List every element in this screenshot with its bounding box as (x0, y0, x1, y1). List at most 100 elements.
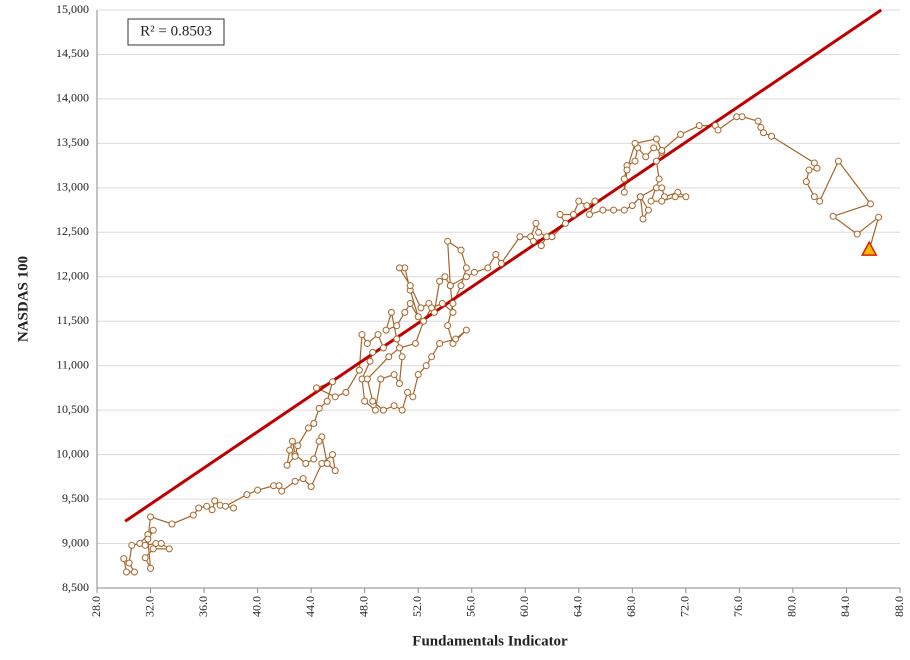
point (149, 545, 157, 553)
point (387, 308, 395, 316)
point (628, 202, 636, 210)
point (695, 122, 703, 130)
point (355, 366, 363, 374)
y-tick-label: 8,500 (62, 580, 89, 594)
point (631, 157, 639, 165)
point (385, 353, 393, 361)
point (677, 130, 685, 138)
point (291, 452, 299, 460)
point (315, 404, 323, 412)
point (144, 535, 152, 543)
x-tick-label: 48.0 (356, 596, 370, 617)
point (829, 212, 837, 220)
point (395, 264, 403, 272)
point (125, 559, 133, 567)
point (569, 211, 577, 219)
x-tick-label: 84.0 (838, 596, 852, 617)
point (768, 132, 776, 140)
x-tick-label: 44.0 (303, 596, 317, 617)
point (283, 461, 291, 469)
point (599, 206, 607, 214)
point (409, 393, 417, 401)
point (671, 193, 679, 201)
point (398, 353, 406, 361)
point (516, 233, 524, 241)
point (323, 460, 331, 468)
point (816, 197, 824, 205)
point (714, 126, 722, 134)
y-tick-label: 10,500 (56, 402, 89, 416)
point (610, 206, 618, 214)
point (492, 251, 500, 259)
point (361, 397, 369, 405)
point (462, 264, 470, 272)
point (759, 129, 767, 137)
y-tick-label: 9,500 (62, 491, 89, 505)
point (342, 388, 350, 396)
point (168, 520, 176, 528)
y-axis-title: NASDAS 100 (15, 256, 31, 342)
point (331, 393, 339, 401)
point (867, 200, 875, 208)
point (462, 326, 470, 334)
point (147, 564, 155, 572)
point (875, 213, 883, 221)
point (642, 153, 650, 161)
y-tick-label: 11,500 (56, 313, 89, 327)
point (457, 282, 465, 290)
point (299, 475, 307, 483)
point (639, 215, 647, 223)
point (650, 144, 658, 152)
point (658, 146, 666, 154)
x-tick-label: 60.0 (517, 596, 531, 617)
point (591, 197, 599, 205)
point (329, 451, 337, 459)
point (398, 406, 406, 414)
point (620, 188, 628, 196)
point (254, 486, 262, 494)
point (428, 353, 436, 361)
y-tick-label: 11,000 (56, 357, 89, 371)
y-tick-label: 12,000 (56, 269, 89, 283)
point (211, 497, 219, 505)
point (363, 339, 371, 347)
point (329, 378, 337, 386)
point (548, 233, 556, 241)
point (307, 483, 315, 491)
point (390, 371, 398, 379)
point (382, 326, 390, 334)
point (658, 197, 666, 205)
point (304, 424, 312, 432)
point (449, 299, 457, 307)
y-tick-label: 10,000 (56, 446, 89, 460)
point (369, 397, 377, 405)
x-tick-label: 68.0 (624, 596, 638, 617)
point (323, 397, 331, 405)
point (420, 317, 428, 325)
point (620, 175, 628, 183)
point (428, 304, 436, 312)
point (497, 259, 505, 267)
point (449, 308, 457, 316)
point (462, 273, 470, 281)
point (189, 511, 197, 519)
point (446, 282, 454, 290)
y-tick-label: 13,000 (56, 180, 89, 194)
point (302, 460, 310, 468)
y-tick-label: 14,500 (56, 46, 89, 60)
point (122, 568, 130, 576)
point (537, 242, 545, 250)
point (436, 277, 444, 285)
point (532, 219, 540, 227)
point (128, 541, 136, 549)
x-tick-label: 32.0 (142, 596, 156, 617)
point (395, 344, 403, 352)
point (379, 406, 387, 414)
point (157, 540, 165, 548)
point (438, 299, 446, 307)
point (834, 157, 842, 165)
point (810, 193, 818, 201)
x-axis-title: Fundamentals Indicator (412, 633, 568, 649)
point (623, 166, 631, 174)
point (221, 502, 229, 510)
